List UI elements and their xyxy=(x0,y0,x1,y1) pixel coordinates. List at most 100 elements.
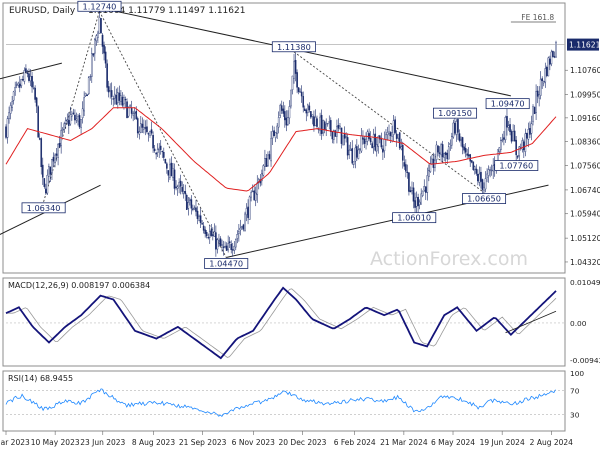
candle-body xyxy=(55,153,58,156)
candle-body xyxy=(328,121,331,123)
swing-label-box xyxy=(433,107,478,119)
candle-body xyxy=(446,152,449,160)
candle-body xyxy=(472,161,475,170)
candle-body xyxy=(115,95,118,105)
candle-body xyxy=(113,93,116,99)
candle-body xyxy=(406,171,409,174)
candle-body xyxy=(382,148,384,153)
candle-body xyxy=(379,135,381,140)
candle-body xyxy=(94,38,96,54)
candle-body xyxy=(92,53,95,56)
candle-body xyxy=(205,232,208,237)
candle-body xyxy=(69,114,72,125)
candle-body xyxy=(75,118,78,121)
candle-body xyxy=(155,152,157,155)
candle-body xyxy=(189,198,191,202)
candle-body xyxy=(398,132,401,149)
candle-body xyxy=(51,158,53,173)
candle-body xyxy=(198,216,200,221)
candle-body xyxy=(311,114,314,117)
candle-body xyxy=(126,101,128,119)
swing-label-box xyxy=(77,0,122,12)
candle-body xyxy=(117,92,119,104)
candle-body xyxy=(167,170,170,176)
candle-body xyxy=(254,192,257,201)
candle-body xyxy=(268,154,271,159)
candle-body xyxy=(447,146,450,160)
x-tick-label: 23 Jun 2023 xyxy=(80,438,125,447)
candle-body xyxy=(405,164,407,172)
candle-body xyxy=(221,244,223,246)
candle-body xyxy=(411,187,413,191)
candle-body xyxy=(458,133,461,141)
swing-label-box xyxy=(494,160,539,171)
candle-body xyxy=(516,155,519,158)
candle-body xyxy=(326,122,329,125)
candle-body xyxy=(449,142,452,146)
candle-body xyxy=(136,118,139,134)
candle-body xyxy=(181,187,183,192)
candle-body xyxy=(261,173,263,182)
candle-body xyxy=(100,18,102,34)
candle-body xyxy=(32,87,35,89)
candle-body xyxy=(308,105,311,111)
candle-body xyxy=(527,129,530,140)
candle-body xyxy=(464,147,467,153)
candle-body xyxy=(518,146,521,157)
candle-body xyxy=(375,144,378,152)
candle-body xyxy=(299,91,301,93)
candle-body xyxy=(178,182,180,187)
candle-body xyxy=(238,231,240,234)
swing-label: 1.12740 xyxy=(83,1,117,11)
x-tick-label: 21 Sep 2023 xyxy=(179,438,227,447)
swing-label: 1.07760 xyxy=(499,161,533,171)
candle-body xyxy=(182,190,185,194)
candle-body xyxy=(529,128,531,135)
candle-body xyxy=(9,105,12,114)
candle-body xyxy=(322,120,324,134)
candle-body xyxy=(451,136,453,146)
candle-body xyxy=(37,106,39,138)
candle-body xyxy=(550,51,553,65)
candle-body xyxy=(6,118,9,138)
candle-body xyxy=(118,92,121,101)
candle-body xyxy=(210,229,213,236)
macd-panel-frame xyxy=(2,277,566,367)
macd-tick-label: -0.009435 xyxy=(570,356,600,365)
macd-tick-label: 0.00 xyxy=(570,319,587,328)
candle-body xyxy=(28,73,30,81)
candle-body xyxy=(219,238,222,247)
trendline xyxy=(0,62,62,80)
watermark: ActionForex.com xyxy=(370,248,528,270)
candle-body xyxy=(512,131,514,142)
candle-body xyxy=(316,118,318,127)
candle-body xyxy=(532,106,534,123)
candle-body xyxy=(213,231,216,237)
candle-body xyxy=(97,32,99,38)
candle-body xyxy=(371,143,373,149)
candle-body xyxy=(135,110,138,120)
candle-body xyxy=(500,140,502,151)
candle-body xyxy=(452,122,455,138)
candle-body xyxy=(216,239,219,250)
candle-body xyxy=(187,202,190,209)
candle-body xyxy=(144,127,147,129)
candle-body xyxy=(141,123,144,128)
candle-body xyxy=(533,106,536,115)
candle-body xyxy=(35,97,38,107)
candle-body xyxy=(293,61,295,79)
candle-body xyxy=(5,126,7,138)
candle-body xyxy=(483,186,485,192)
candle-body xyxy=(233,245,236,251)
rsi-tick-label: 100 xyxy=(570,369,584,378)
candle-body xyxy=(215,232,217,250)
candle-body xyxy=(46,174,49,194)
candle-body xyxy=(74,114,76,121)
price-tick-label: 1.07560 xyxy=(570,161,600,170)
rsi-content xyxy=(5,388,565,418)
candle-body xyxy=(424,186,427,193)
candle-body xyxy=(123,97,125,105)
candle-body xyxy=(236,234,239,239)
candle-body xyxy=(110,90,113,97)
candle-body xyxy=(156,149,159,153)
